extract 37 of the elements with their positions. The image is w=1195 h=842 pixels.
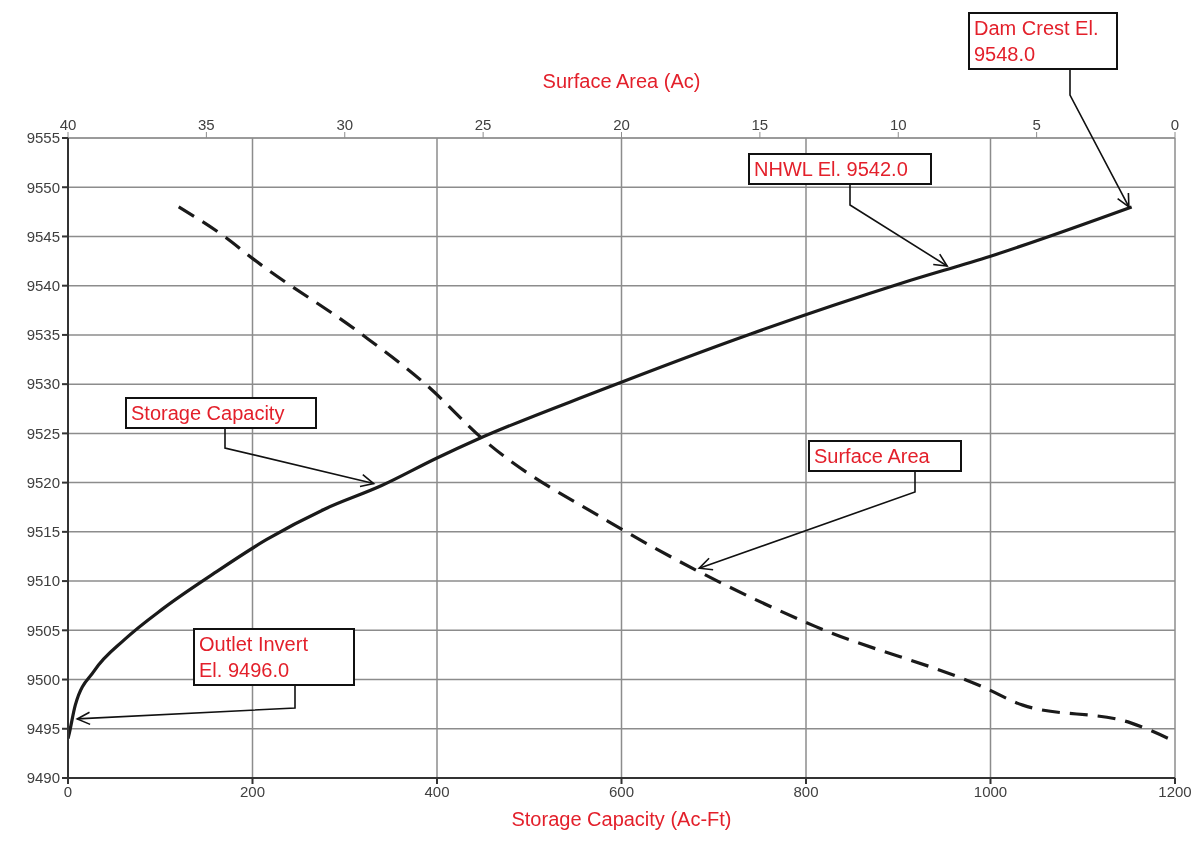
x-tick-label: 0 — [63, 782, 73, 800]
x2-tick-label: 10 — [889, 116, 907, 133]
x-axis-title: Storage Capacity (Ac-Ft) — [511, 808, 732, 830]
x-tick-label: 1000 — [973, 782, 1008, 800]
y-tick-label: 9540 — [26, 277, 60, 295]
y-tick-label: 9515 — [26, 523, 60, 541]
x-tick-label: 400 — [424, 782, 450, 800]
y-tick-label: 9490 — [26, 769, 60, 787]
x2-tick-label: 5 — [1032, 116, 1041, 133]
annotation: Dam Crest El. 9548.0 — [968, 12, 1118, 70]
y-tick-label: 9520 — [26, 473, 60, 491]
x2-tick-label: 25 — [474, 116, 492, 133]
y-tick-label: 9500 — [26, 670, 60, 688]
x2-tick-label: 40 — [59, 116, 77, 133]
y-tick-label: 9550 — [26, 178, 60, 196]
y-tick-label: 9510 — [26, 572, 60, 590]
x2-tick-label: 0 — [1170, 116, 1180, 133]
y-tick-label: 9535 — [26, 326, 60, 344]
x2-tick-label: 30 — [336, 116, 354, 133]
x-tick-label: 600 — [608, 782, 635, 800]
x2-tick-label: 35 — [198, 116, 215, 133]
y-tick-label: 9525 — [26, 424, 60, 442]
text: Surface Area — [808, 440, 962, 472]
annotation: NHWL El. 9542.0 — [748, 153, 932, 185]
x-tick-label: 1200 — [1158, 782, 1192, 800]
x2-tick-label: 15 — [751, 116, 769, 133]
x-tick-label: 800 — [793, 782, 819, 800]
x2-tick-label: 20 — [613, 116, 630, 133]
y-tick-label: 9505 — [26, 621, 60, 639]
annotation: Outlet Invert El. 9496.0 — [193, 628, 355, 686]
x2-axis-title: Surface Area (Ac) — [542, 70, 701, 93]
text: Storage Capacity — [125, 397, 317, 429]
x-tick-label: 200 — [239, 782, 266, 800]
y-tick-label: 9530 — [26, 375, 60, 393]
y-tick-label: 9545 — [26, 227, 60, 245]
y-tick-label: 9495 — [26, 720, 60, 738]
y-tick-label: 9555 — [26, 129, 60, 147]
